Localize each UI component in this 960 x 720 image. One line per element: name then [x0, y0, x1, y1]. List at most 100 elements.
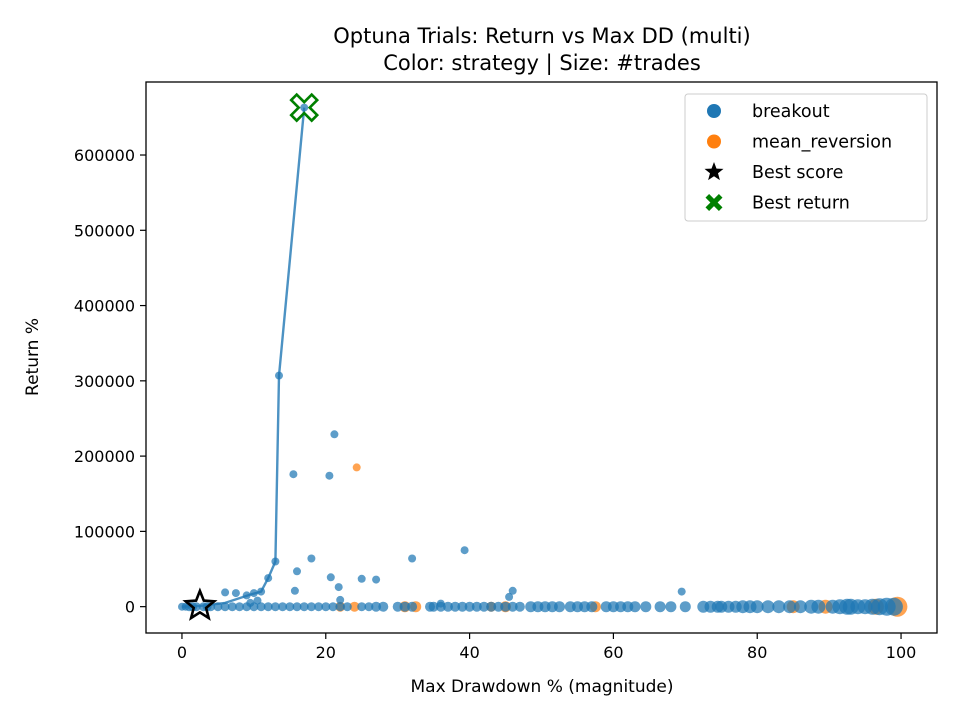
- legend-label: Best score: [752, 163, 843, 183]
- legend-label: mean_reversion: [752, 133, 892, 153]
- breakout-point: [407, 601, 418, 612]
- breakout-point: [289, 470, 298, 479]
- breakout-point: [326, 573, 335, 582]
- breakout-point: [357, 602, 367, 612]
- x-tick-label: 80: [747, 643, 767, 662]
- breakout-point: [514, 601, 525, 612]
- chart-title: Optuna Trials: Return vs Max DD (multi): [333, 24, 750, 48]
- breakout-point: [220, 602, 230, 612]
- y-tick-label: 600000: [74, 146, 135, 165]
- breakout-point: [508, 586, 517, 595]
- breakout-point: [325, 471, 334, 480]
- breakout-point: [654, 601, 666, 613]
- breakout-point: [679, 601, 691, 613]
- breakout-point: [253, 596, 262, 605]
- breakout-point: [677, 587, 686, 596]
- breakout-point: [290, 586, 299, 595]
- plot-area: [178, 92, 908, 621]
- legend-box: [684, 93, 928, 222]
- breakout-point: [227, 602, 237, 612]
- breakout-point: [231, 589, 240, 598]
- legend-label: breakout: [752, 102, 830, 122]
- legend-label: Best return: [752, 194, 850, 214]
- breakout-point: [336, 595, 345, 604]
- breakout-point: [357, 574, 366, 583]
- y-axis: 0 100000 200000 300000 400000 500000 600000: [74, 146, 146, 617]
- breakout-point: [306, 602, 316, 612]
- x-tick-label: 40: [459, 643, 479, 662]
- y-tick-label: 300000: [74, 372, 135, 391]
- y-tick-label: 500000: [74, 221, 135, 240]
- breakout-point: [299, 602, 309, 612]
- breakout-point: [235, 602, 244, 612]
- breakout-point: [428, 601, 439, 612]
- breakout-point: [246, 598, 255, 607]
- legend: breakout mean_reversion Best score Best ret…: [684, 93, 928, 222]
- breakout-point: [408, 554, 417, 563]
- breakout-point: [256, 602, 266, 612]
- x-axis-label: Max Drawdown % (magnitude): [410, 677, 673, 697]
- breakout-point: [330, 430, 339, 439]
- chart-subtitle: Color: strategy | Size: #trades: [383, 51, 701, 76]
- breakout-point: [486, 601, 497, 612]
- mean_reversion-point: [352, 463, 361, 472]
- y-tick-label: 100000: [74, 522, 135, 541]
- breakout-point: [793, 600, 807, 614]
- plot-frame: [145, 81, 938, 634]
- breakout-point: [471, 601, 482, 612]
- breakout-point: [554, 601, 565, 613]
- breakout-point: [457, 601, 468, 612]
- breakout-point: [342, 602, 352, 612]
- breakout-point: [335, 602, 345, 612]
- breakout-point: [884, 597, 903, 616]
- breakout-point: [399, 601, 410, 612]
- breakout-point: [314, 602, 324, 612]
- breakout-point: [761, 600, 775, 614]
- breakout-point: [640, 601, 652, 613]
- breakout-point: [507, 601, 518, 612]
- breakout-point: [586, 601, 598, 613]
- legend-star-icon: [704, 162, 724, 181]
- x-tick-label: 0: [177, 643, 187, 662]
- x-tick-label: 20: [316, 643, 336, 662]
- y-tick-label: 400000: [74, 297, 135, 316]
- breakout-point: [460, 546, 469, 555]
- legend-circle-icon: [707, 134, 721, 149]
- breakout-point: [270, 602, 280, 612]
- breakout-point: [278, 602, 288, 612]
- breakout-point: [750, 600, 764, 614]
- breakout-point: [665, 601, 677, 613]
- breakout-point: [221, 588, 230, 597]
- breakout-point: [392, 601, 403, 612]
- breakout-point: [629, 601, 641, 613]
- breakout-point: [292, 602, 302, 612]
- mean_reversion-point: [349, 601, 360, 612]
- breakout-point: [783, 600, 797, 614]
- breakout-point: [293, 567, 301, 576]
- breakout-point: [500, 601, 511, 612]
- breakout-point: [811, 599, 826, 614]
- breakout-point: [334, 583, 343, 592]
- breakout-point: [285, 602, 295, 612]
- breakout-point: [493, 601, 504, 612]
- y-axis-label: Return %: [23, 318, 43, 396]
- breakout-point: [371, 601, 382, 612]
- breakout-point: [443, 601, 453, 612]
- legend-x-icon: [705, 194, 723, 211]
- breakout-point: [479, 601, 489, 612]
- y-tick-label: 0: [125, 598, 135, 617]
- breakout-point: [464, 601, 475, 612]
- breakout-point: [450, 601, 461, 612]
- breakout-point: [772, 600, 786, 614]
- breakout-point: [263, 602, 273, 612]
- x-tick-label: 60: [603, 643, 623, 662]
- breakout-point: [321, 602, 331, 612]
- legend-circle-icon: [707, 104, 721, 118]
- x-tick-label: 100: [886, 643, 917, 662]
- best-score-star-icon: [182, 587, 218, 621]
- x-axis: 0 20 40 60 80 100: [177, 633, 916, 662]
- breakout-point: [436, 599, 445, 608]
- breakout-point: [328, 602, 338, 612]
- breakout-point: [307, 554, 316, 563]
